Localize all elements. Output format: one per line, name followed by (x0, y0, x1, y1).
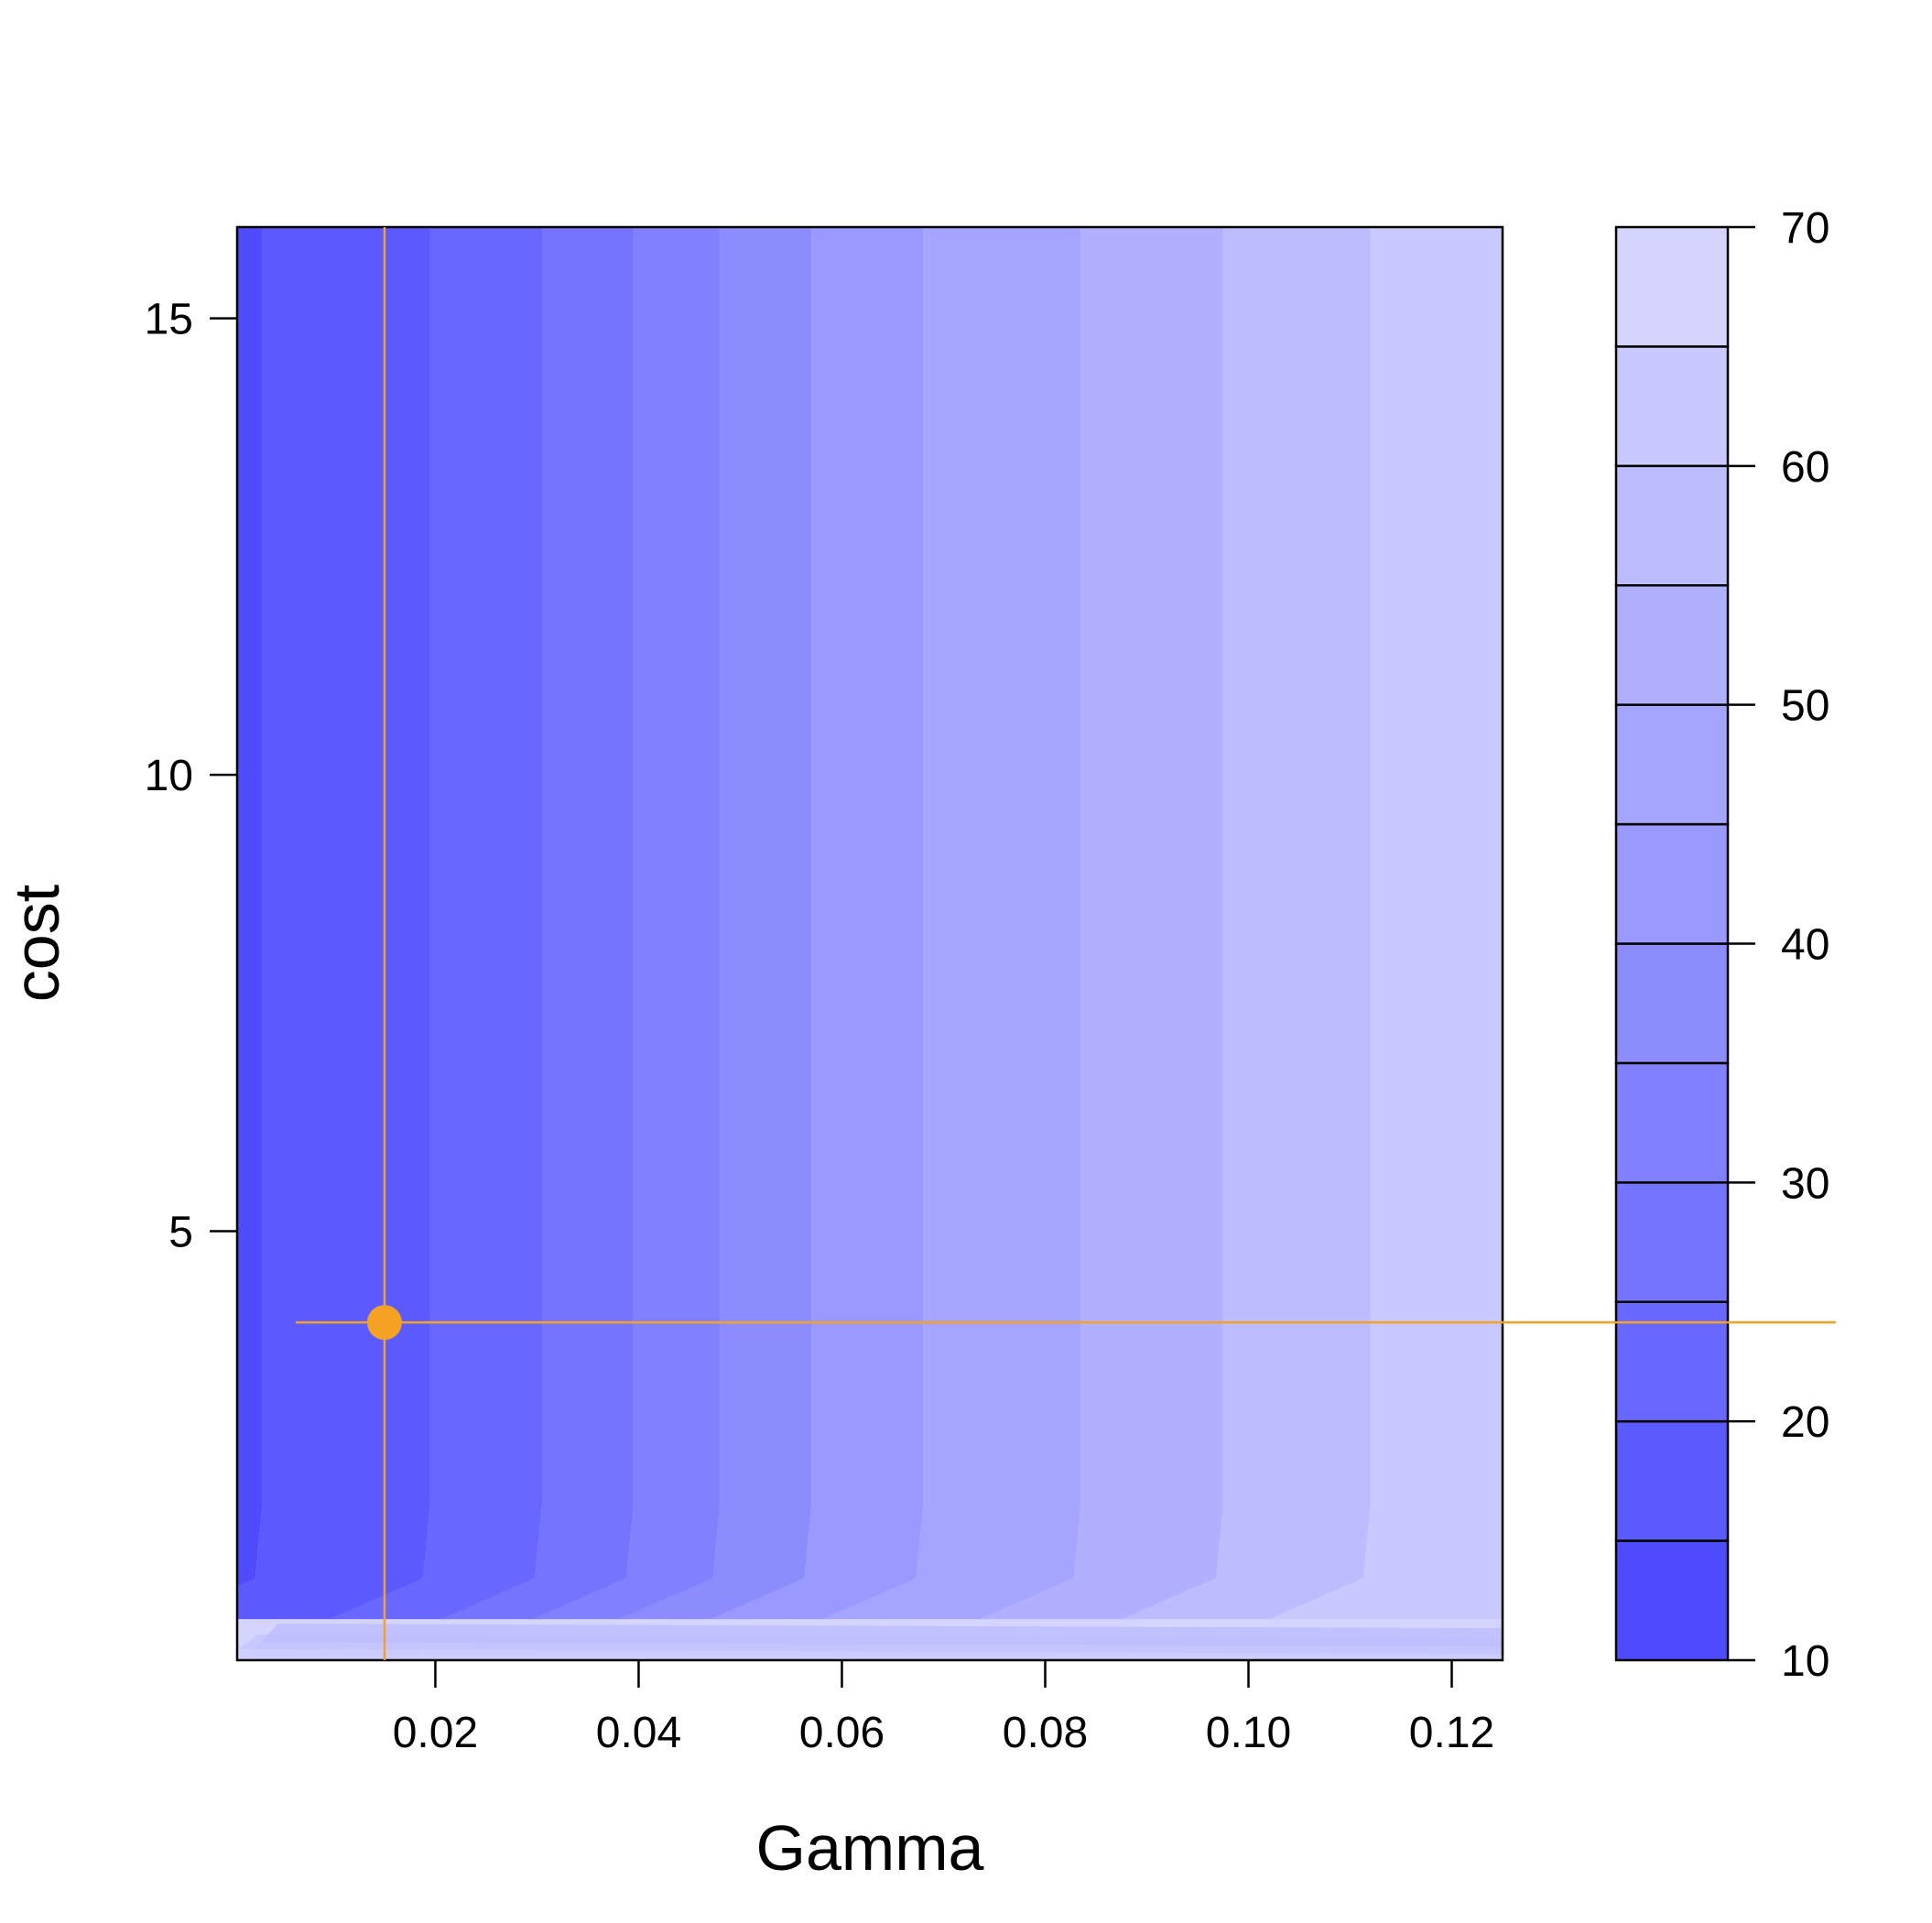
colorbar-tick-label: 10 (1781, 1637, 1829, 1686)
colorbar-band-45-50 (1614, 703, 1730, 826)
optimum-point (366, 1305, 402, 1341)
colorbar-tick-label: 70 (1781, 204, 1829, 253)
colorbar-band-25-30 (1614, 1181, 1730, 1304)
x-tick-label: 0.02 (393, 1709, 478, 1757)
colorbar-band-40-45 (1614, 822, 1730, 945)
contour-band-50-55 (979, 227, 1223, 1620)
colorbar-band-35-40 (1614, 942, 1730, 1065)
y-tick-label: 10 (145, 752, 193, 800)
contour-band-45-50 (821, 227, 1081, 1620)
colorbar-band-10-15 (1614, 1539, 1730, 1662)
colorbar-tick-label: 30 (1781, 1159, 1829, 1208)
contour-band-20-25 (328, 227, 542, 1620)
contour-fill-area (237, 227, 1503, 1660)
x-tick-label: 0.10 (1206, 1709, 1291, 1757)
contour-band-40-45 (710, 227, 924, 1620)
colorbar-band-50-55 (1614, 584, 1730, 706)
x-axis: 0.02 0.04 0.06 0.08 0.10 0.12 (393, 1660, 1494, 1757)
contour-band-30-35 (531, 227, 721, 1620)
colorbar-tick-label: 20 (1781, 1398, 1829, 1447)
contour-band-10-15 (237, 227, 263, 1588)
y-tick-label: 5 (168, 1208, 193, 1256)
x-tick-label: 0.08 (1003, 1709, 1088, 1757)
y-axis-label: cost (1, 885, 72, 1002)
contour-band-35-40 (618, 227, 812, 1620)
contour-band-15-20 (237, 227, 430, 1620)
colorbar-tick-label: 50 (1781, 682, 1829, 731)
colorbar-tick-label: 60 (1781, 443, 1829, 492)
contour-band-25-30 (440, 227, 634, 1620)
colorbar-band-20-25 (1614, 1300, 1730, 1423)
y-axis: 5 10 15 (145, 296, 237, 1256)
contour-band-low-cost-4 (237, 1649, 1503, 1660)
colorbar-band-15-20 (1614, 1419, 1730, 1542)
x-tick-label: 0.06 (799, 1709, 885, 1757)
colorbar-tick-label: 40 (1781, 921, 1829, 970)
colorbar-band-30-35 (1614, 1061, 1730, 1184)
colorbar-band-55-60 (1614, 464, 1730, 587)
colorbar-band-65-70 (1614, 225, 1730, 348)
colorbar: 10 20 30 40 50 60 70 (1614, 204, 1829, 1686)
contour-band-55-60 (1121, 227, 1371, 1620)
x-tick-label: 0.04 (596, 1709, 681, 1757)
plot-frame (235, 225, 1504, 1662)
x-tick-label: 0.12 (1409, 1709, 1494, 1757)
x-axis-label: Gamma (756, 1812, 984, 1884)
y-tick-label: 15 (145, 296, 193, 344)
optimum-marker-group (295, 227, 1836, 1660)
colorbar-band-60-65 (1614, 345, 1730, 468)
contour-band-60-65 (1268, 227, 1503, 1620)
